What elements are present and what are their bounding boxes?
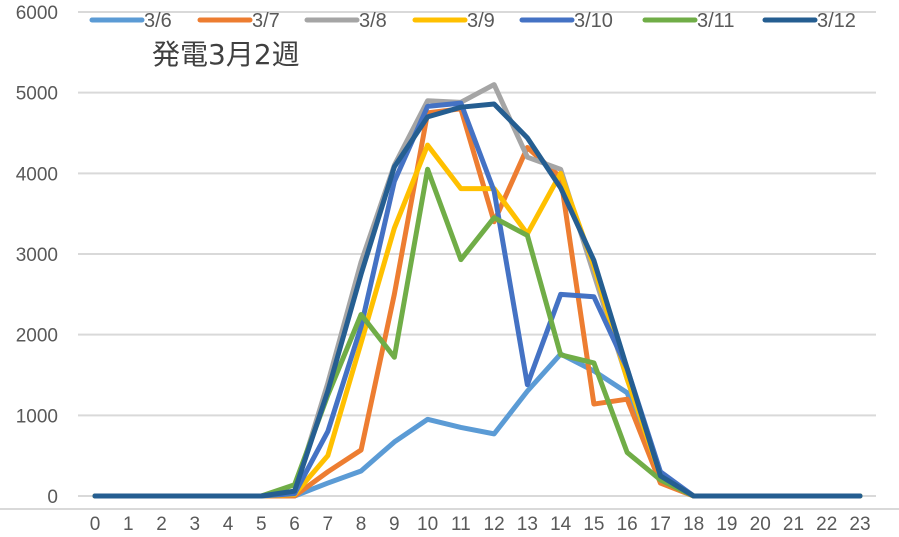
legend-label: 3/8 — [359, 10, 387, 32]
legend-item: 3/10 — [519, 10, 613, 32]
x-tick-label: 6 — [289, 514, 300, 535]
x-tick-label: 9 — [389, 514, 400, 535]
legend-label: 3/12 — [817, 10, 856, 32]
series-lines — [92, 82, 863, 499]
x-tick-label: 0 — [90, 514, 101, 535]
chart-title: 発電3月2週 — [152, 38, 300, 71]
y-tick-label: 3000 — [16, 245, 58, 266]
x-tick-label: 12 — [484, 514, 505, 535]
series-line-3-9 — [92, 142, 863, 499]
y-tick-label: 2000 — [16, 326, 58, 347]
legend-item: 3/9 — [412, 10, 495, 32]
y-tick-label: 6000 — [16, 3, 58, 24]
x-tick-label: 16 — [617, 514, 638, 535]
legend-label: 3/11 — [697, 10, 734, 32]
x-tick-label: 10 — [417, 514, 438, 535]
legend: 3/6 3/7 3/8 3/9 3/10 3/11 3/12 — [89, 10, 856, 32]
legend-item: 3/11 — [642, 10, 734, 32]
series-line-3-11 — [92, 166, 863, 499]
y-axis-labels: 0 1000 2000 3000 4000 5000 6000 — [16, 3, 58, 508]
legend-item: 3/8 — [304, 10, 387, 32]
x-tick-label: 14 — [550, 514, 572, 535]
x-tick-label: 4 — [223, 514, 234, 535]
y-tick-label: 5000 — [16, 84, 58, 105]
x-tick-label: 18 — [683, 514, 704, 535]
y-tick-label: 4000 — [16, 164, 58, 185]
legend-label: 3/6 — [144, 10, 172, 32]
legend-label: 3/10 — [574, 10, 613, 32]
x-tick-label: 5 — [256, 514, 267, 535]
y-tick-label: 0 — [47, 487, 58, 508]
x-tick-label: 13 — [517, 514, 538, 535]
legend-item: 3/6 — [89, 10, 172, 32]
series-line-3-12 — [92, 101, 863, 499]
gridlines — [78, 11, 876, 497]
x-tick-label: 20 — [750, 514, 771, 535]
x-tick-label: 23 — [849, 514, 870, 535]
x-tick-label: 2 — [156, 514, 167, 535]
y-tick-label: 1000 — [16, 406, 58, 427]
x-tick-label: 11 — [451, 514, 471, 535]
x-tick-label: 19 — [716, 514, 737, 535]
x-tick-label: 7 — [323, 514, 334, 535]
x-axis-labels: 0 1 2 3 4 5 6 7 8 9 10 11 12 13 14 15 16 17 18 19 20 21 22 23 — [90, 514, 871, 535]
x-tick-label: 21 — [783, 514, 804, 535]
series-line-3-6 — [92, 351, 863, 499]
x-tick-label: 3 — [189, 514, 200, 535]
legend-item: 3/12 — [762, 10, 856, 32]
x-tick-label: 15 — [583, 514, 604, 535]
legend-item: 3/7 — [197, 10, 280, 32]
series-line-3-7 — [92, 106, 863, 499]
x-tick-label: 1 — [123, 514, 134, 535]
legend-label: 3/7 — [252, 10, 280, 32]
x-tick-label: 17 — [650, 514, 671, 535]
legend-label: 3/9 — [467, 10, 495, 32]
x-tick-label: 8 — [356, 514, 367, 535]
x-tick-label: 22 — [816, 514, 837, 535]
